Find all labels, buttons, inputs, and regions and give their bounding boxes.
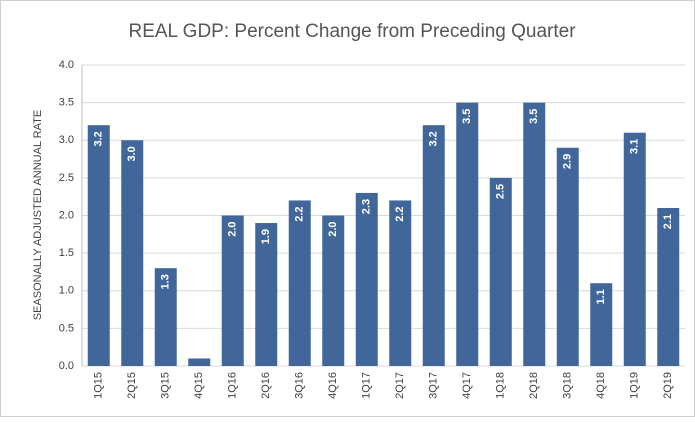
bar	[623, 132, 646, 366]
data-label: 2.1	[662, 214, 674, 229]
data-label: 2.0	[327, 222, 339, 237]
data-label: 2.5	[495, 184, 507, 199]
data-label: 2.9	[562, 154, 574, 169]
bar	[422, 125, 445, 366]
data-label: 3.0	[126, 146, 138, 161]
chart-title: REAL GDP: Percent Change from Preceding …	[128, 21, 576, 42]
x-tick-label: 4Q17	[461, 372, 473, 399]
bar	[288, 200, 311, 366]
y-tick-label: 0.0	[59, 360, 74, 372]
bar	[255, 223, 278, 366]
bar	[188, 358, 211, 366]
y-tick-label: 1.0	[59, 285, 74, 297]
bar	[590, 283, 613, 366]
bar	[456, 102, 479, 366]
x-tick-label: 3Q16	[294, 372, 306, 399]
y-tick-label: 3.5	[59, 97, 74, 109]
x-tick-label: 3Q15	[160, 372, 172, 399]
x-tick-label: 2Q16	[260, 372, 272, 399]
data-label: 2.2	[294, 206, 306, 221]
data-label: 1.1	[595, 289, 607, 304]
y-axis-label: SEASONALLY ADJUSTED ANNUAL RATE	[32, 110, 44, 321]
bar	[322, 215, 345, 366]
y-tick-label: 2.5	[59, 172, 74, 184]
y-tick-label: 2.0	[59, 209, 74, 221]
data-label: 3.5	[528, 109, 540, 124]
bar	[121, 140, 144, 366]
bar	[489, 177, 512, 366]
bar	[523, 102, 546, 366]
x-tick-label: 2Q17	[394, 372, 406, 399]
bar	[154, 268, 177, 366]
bar	[87, 125, 110, 366]
bar	[389, 200, 412, 366]
y-tick-label: 3.0	[59, 134, 74, 146]
x-tick-label: 1Q18	[495, 372, 507, 399]
x-tick-label: 3Q17	[428, 372, 440, 399]
bar	[355, 192, 378, 366]
x-tick-label: 1Q15	[93, 372, 105, 399]
x-tick-label: 4Q15	[193, 372, 205, 399]
y-tick-label: 0.5	[59, 322, 74, 334]
bar	[556, 147, 579, 366]
x-tick-label: 3Q18	[562, 372, 574, 399]
x-tick-label: 4Q16	[327, 372, 339, 399]
y-tick-label: 4.0	[59, 59, 74, 71]
data-label: 3.5	[461, 109, 473, 124]
bar	[221, 215, 244, 366]
x-tick-label: 2Q18	[528, 372, 540, 399]
data-label: 3.1	[629, 139, 641, 154]
x-tick-label: 2Q19	[662, 372, 674, 399]
y-tick-label: 1.5	[59, 247, 74, 259]
data-label: 3.2	[428, 131, 440, 146]
data-label: 1.3	[160, 274, 172, 289]
data-label: 2.3	[361, 199, 373, 214]
bar	[657, 207, 680, 366]
x-tick-label: 1Q17	[361, 372, 373, 399]
data-label: 2.0	[227, 222, 239, 237]
x-tick-label: 1Q16	[227, 372, 239, 399]
data-label: 1.9	[260, 229, 272, 244]
data-label: 3.2	[93, 131, 105, 146]
x-tick-label: 4Q18	[595, 372, 607, 399]
data-label: 2.2	[394, 206, 406, 221]
x-tick-label: 2Q15	[126, 372, 138, 399]
x-tick-label: 1Q19	[629, 372, 641, 399]
